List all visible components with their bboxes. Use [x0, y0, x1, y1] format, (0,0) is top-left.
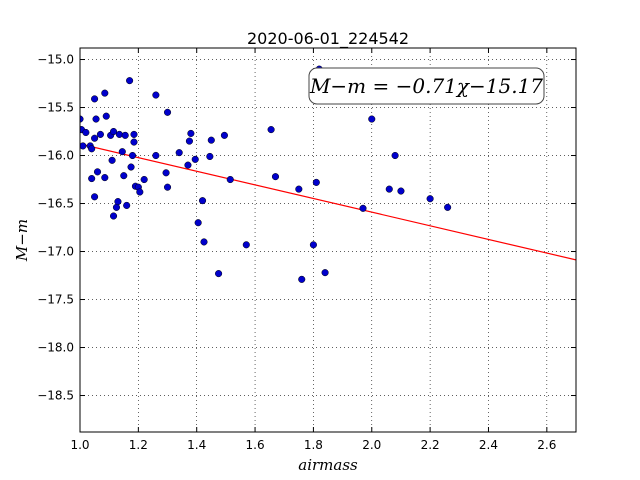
data-point — [114, 198, 122, 206]
data-point — [152, 91, 160, 99]
data-point — [426, 195, 434, 203]
data-point — [187, 129, 195, 137]
data-point — [312, 178, 320, 186]
data-point — [88, 175, 96, 183]
data-point — [91, 193, 99, 201]
data-point — [267, 126, 275, 134]
data-point — [200, 238, 208, 246]
data-point — [359, 204, 367, 212]
data-point — [140, 175, 148, 184]
data-point — [271, 173, 280, 181]
y-tick-label: −17.5 — [37, 293, 74, 307]
data-point — [242, 241, 250, 249]
data-point — [385, 185, 393, 193]
data-point — [126, 77, 134, 85]
y-tick-label: −17.0 — [37, 245, 74, 259]
data-point — [121, 131, 129, 139]
plot-area-background — [80, 48, 576, 432]
data-point — [102, 112, 110, 120]
x-tick-label: 1.2 — [129, 438, 148, 452]
data-point — [207, 136, 215, 144]
x-tick-label: 1.8 — [304, 438, 323, 452]
data-point — [127, 163, 135, 171]
data-point — [295, 185, 303, 193]
y-axis-label: M−m — [13, 219, 31, 262]
chart-title: 2020-06-01_224542 — [247, 29, 409, 49]
x-tick-label: 2.2 — [421, 438, 440, 452]
axis-ticks: 1.0 1.2 1.4 1.6 1.8 2.0 2.2 2.4 2.6 −15.0 −15.5 −16… — [37, 48, 576, 452]
data-point — [309, 241, 317, 249]
x-tick-label: 1.0 — [70, 438, 89, 452]
x-tick-label: 2.4 — [479, 438, 498, 452]
x-tick-label: 1.4 — [187, 438, 206, 452]
data-point — [101, 89, 109, 97]
data-point — [93, 168, 102, 176]
x-tick-label: 2.6 — [537, 438, 556, 452]
data-point — [128, 151, 137, 160]
data-points — [80, 65, 452, 283]
data-point — [80, 142, 87, 150]
data-point — [80, 115, 84, 123]
data-point — [108, 156, 116, 164]
data-point — [92, 115, 100, 123]
data-point — [112, 203, 121, 211]
data-point — [184, 161, 192, 169]
data-point — [163, 108, 172, 116]
y-tick-label: −15.5 — [37, 101, 74, 115]
data-point — [101, 174, 109, 182]
annotation-box — [308, 67, 545, 105]
fit-line-group — [80, 143, 576, 261]
data-point — [175, 149, 183, 157]
data-point — [152, 151, 160, 160]
data-point — [397, 187, 405, 195]
x-tick-label: 2.0 — [362, 438, 381, 452]
data-point — [136, 188, 144, 196]
data-point — [110, 212, 118, 220]
plot-frame — [79, 47, 577, 433]
annotation-text: M−m = −0.71χ−15.17 — [309, 74, 543, 98]
data-point — [298, 275, 306, 283]
data-point — [391, 151, 399, 160]
data-point — [185, 137, 193, 145]
data-point — [82, 128, 90, 137]
y-tick-label: −18.5 — [37, 389, 74, 403]
data-point — [88, 145, 96, 153]
grid-lines — [79, 48, 576, 432]
y-tick-label: −18.0 — [37, 341, 74, 355]
data-point — [194, 219, 202, 227]
data-point — [118, 148, 126, 156]
data-point — [163, 183, 172, 191]
data-point — [115, 130, 123, 138]
data-point — [120, 172, 128, 180]
y-tick-label: −15.0 — [37, 53, 74, 67]
data-point — [96, 130, 104, 138]
data-point — [444, 203, 452, 211]
fit-line — [80, 143, 576, 261]
data-point — [91, 95, 99, 103]
data-point — [198, 197, 207, 205]
x-axis-label: airmass — [298, 456, 358, 474]
x-tick-label: 1.6 — [246, 438, 265, 452]
data-point — [162, 169, 170, 177]
data-point — [220, 131, 228, 139]
data-point — [368, 115, 376, 123]
y-tick-label: −16.0 — [37, 149, 74, 163]
data-point — [110, 127, 118, 136]
data-point — [191, 155, 199, 163]
data-point — [321, 269, 329, 277]
data-point — [226, 175, 234, 184]
data-point — [215, 270, 223, 278]
data-point — [206, 152, 214, 161]
data-point — [123, 201, 131, 209]
y-tick-label: −16.5 — [37, 197, 74, 211]
data-point — [91, 134, 99, 142]
fit-annotation: M−m = −0.71χ−15.17 — [308, 67, 545, 105]
data-point — [130, 138, 138, 146]
data-point — [130, 130, 138, 138]
